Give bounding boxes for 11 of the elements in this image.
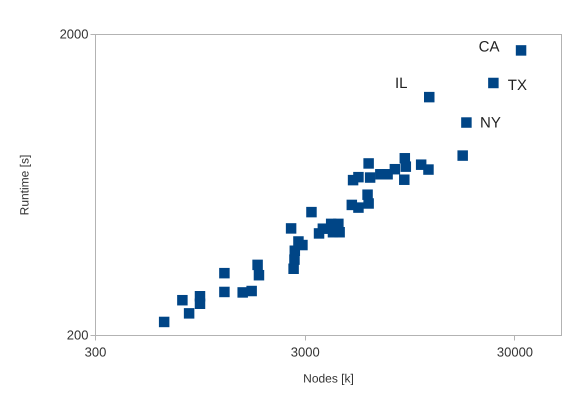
annotation: CA (478, 38, 500, 56)
annotation: TX (508, 76, 527, 94)
x-tick-label: 30000 (496, 344, 534, 360)
annotation: NY (480, 114, 501, 132)
x-axis-title: Nodes [k] (303, 372, 354, 386)
x-tick-label: 300 (84, 344, 106, 360)
annotation: IL (394, 75, 408, 92)
y-tick-label: 200 (66, 328, 88, 342)
y-axis-title: Runtime [s] (18, 154, 32, 216)
x-tick-label: 3000 (290, 344, 320, 360)
y-tick-label: 2000 (60, 26, 88, 42)
